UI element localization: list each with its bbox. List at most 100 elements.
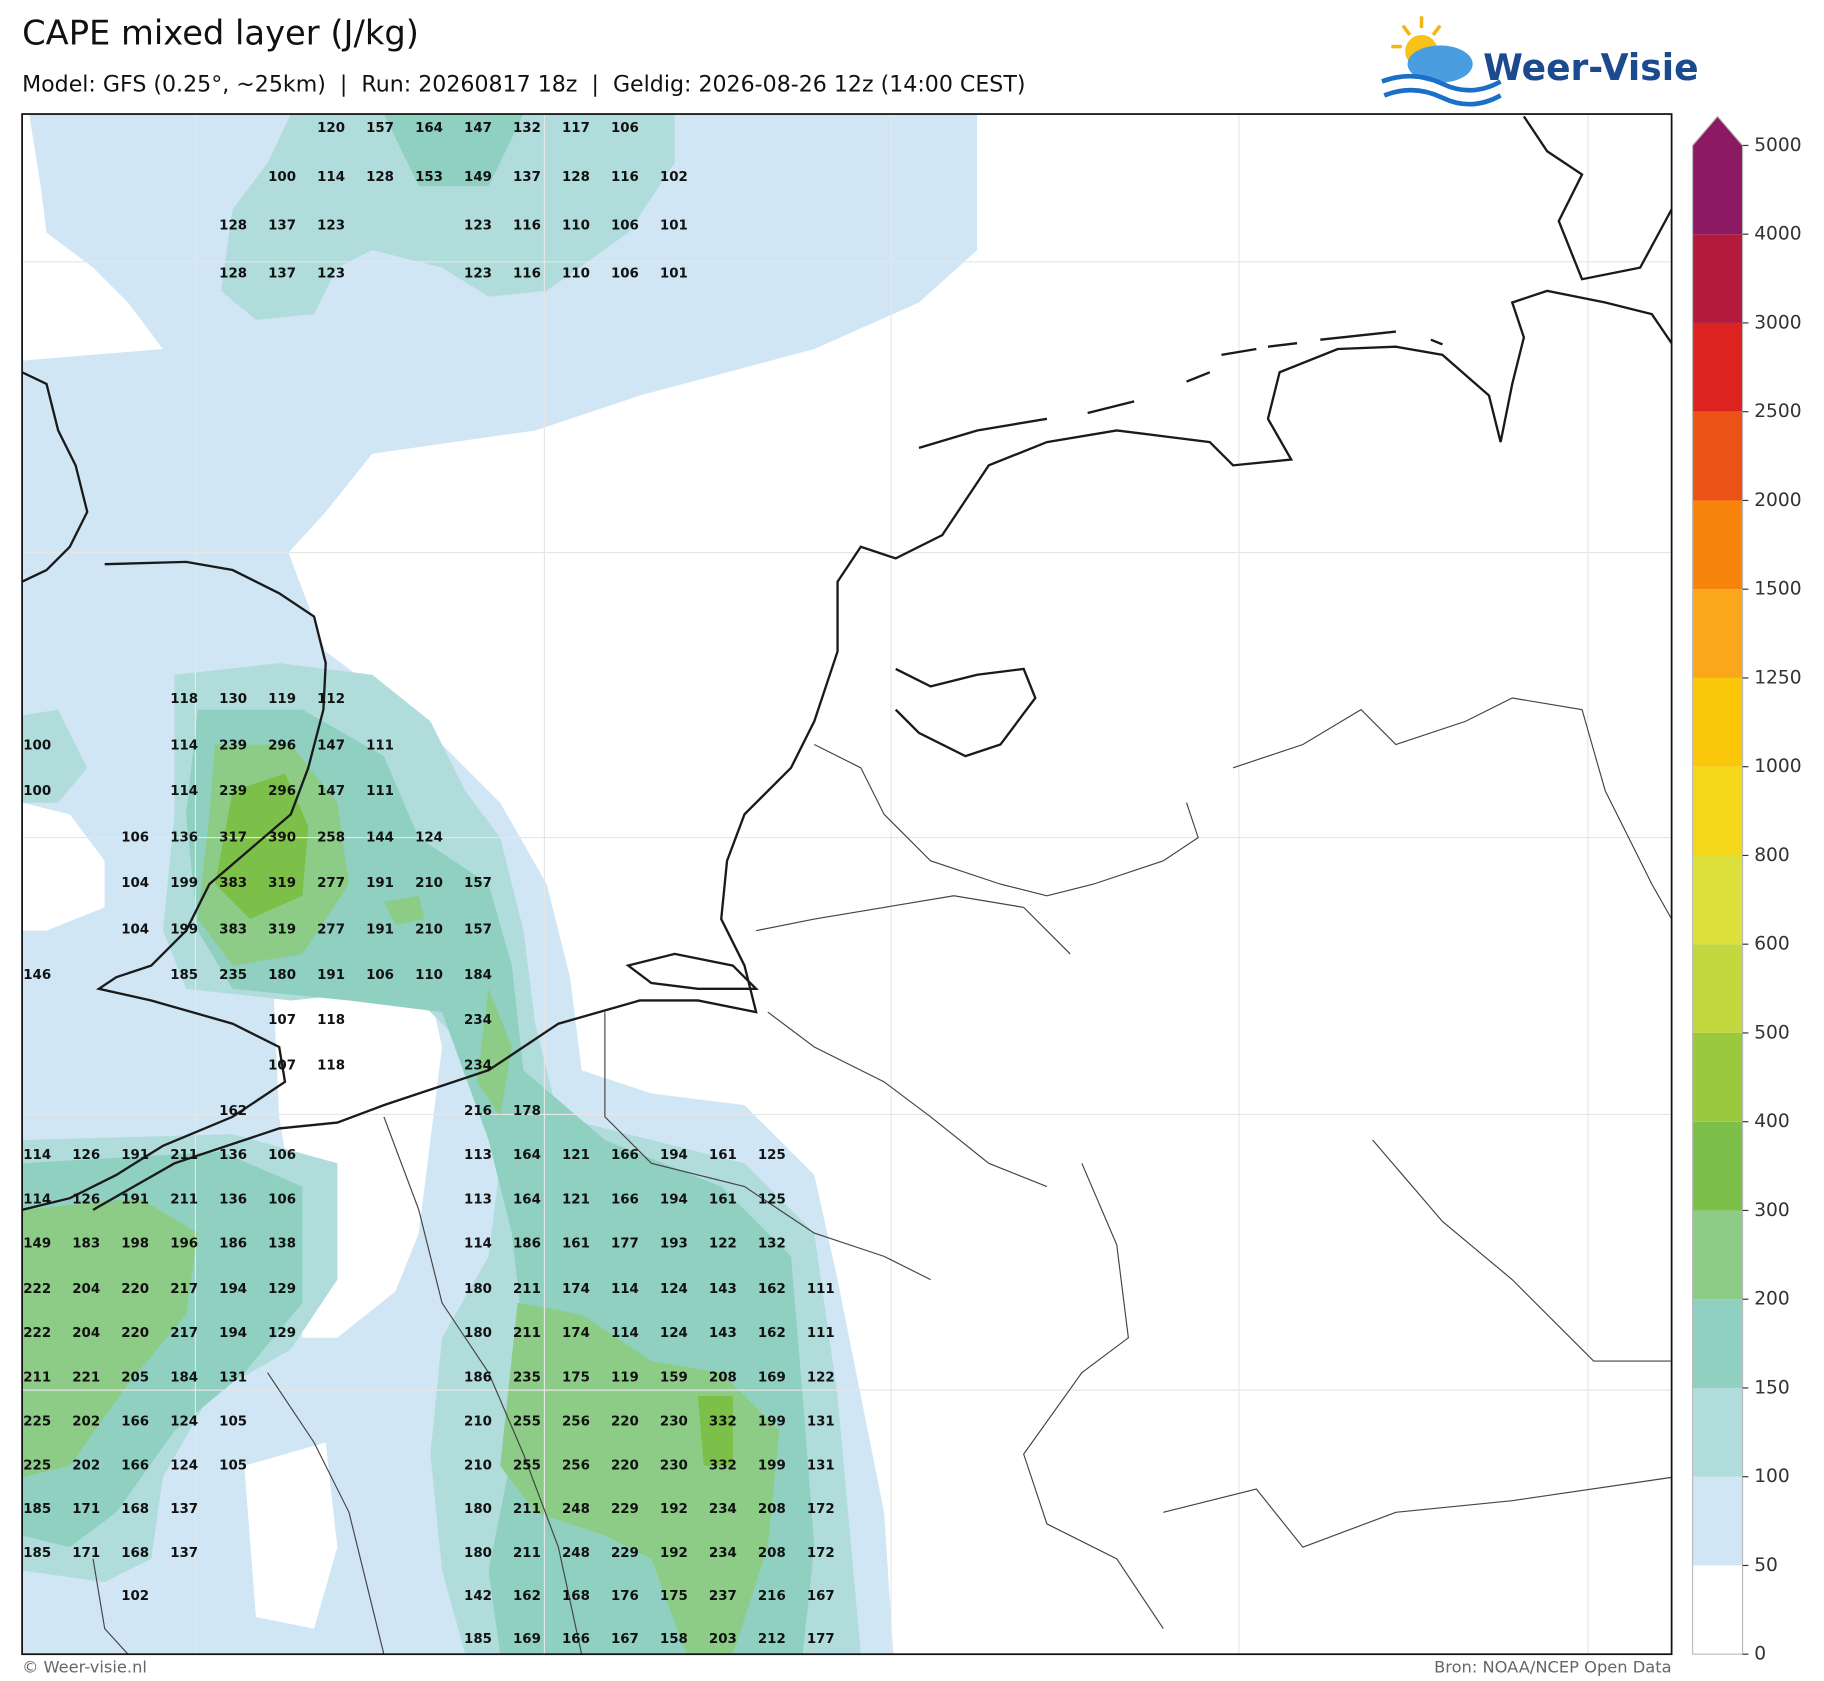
grid-value: 332 <box>709 1415 737 1430</box>
grid-value: 216 <box>464 1104 492 1119</box>
grid-value: 129 <box>268 1326 296 1341</box>
colorbar-frame <box>1691 115 1744 1655</box>
grid-value: 158 <box>660 1632 688 1647</box>
grid-value: 162 <box>513 1589 541 1604</box>
grid-value: 111 <box>366 784 394 799</box>
colorbar-segment <box>1692 1210 1743 1300</box>
colorbar-segment <box>1692 855 1743 945</box>
grid-value: 166 <box>121 1459 149 1474</box>
grid-value: 220 <box>611 1415 639 1430</box>
grid-value: 234 <box>709 1546 737 1561</box>
grid-value: 106 <box>268 1148 296 1163</box>
grid-value: 146 <box>23 968 51 983</box>
grid-value: 319 <box>268 876 296 891</box>
grid-value: 220 <box>611 1459 639 1474</box>
grid-value: 114 <box>317 170 345 185</box>
grid-value: 118 <box>317 1059 345 1074</box>
grid-value: 191 <box>121 1192 149 1207</box>
grid-value: 114 <box>464 1237 492 1252</box>
title: CAPE mixed layer (J/kg) <box>22 13 419 52</box>
grid-value: 107 <box>268 1013 296 1028</box>
grid-value: 162 <box>758 1282 786 1297</box>
grid-value: 216 <box>758 1589 786 1604</box>
grid-value: 128 <box>562 170 590 185</box>
grid-value: 208 <box>709 1370 737 1385</box>
grid-value: 199 <box>170 922 198 937</box>
grid-value: 113 <box>464 1192 492 1207</box>
grid-value: 164 <box>513 1148 541 1163</box>
grid-value: 114 <box>23 1192 51 1207</box>
grid-value: 123 <box>464 266 492 281</box>
colorbar-tick-label: 2000 <box>1754 490 1801 511</box>
grid-value: 202 <box>72 1459 100 1474</box>
grid-value: 186 <box>464 1370 492 1385</box>
colorbar-segment <box>1692 1121 1743 1211</box>
colorbar-tick-label: 2500 <box>1754 401 1801 422</box>
grid-value: 137 <box>268 219 296 234</box>
grid-value: 193 <box>660 1237 688 1252</box>
grid-value: 166 <box>562 1632 590 1647</box>
grid-value: 208 <box>758 1502 786 1517</box>
footer-left: © Weer-visie.nl <box>22 1658 147 1677</box>
grid-value: 101 <box>660 266 688 281</box>
grid-value: 166 <box>611 1192 639 1207</box>
grid-value: 234 <box>464 1013 492 1028</box>
grid-value: 211 <box>513 1502 541 1517</box>
grid-value: 185 <box>170 968 198 983</box>
grid-value: 230 <box>660 1459 688 1474</box>
grid-value: 123 <box>317 219 345 234</box>
grid-value: 234 <box>464 1059 492 1074</box>
grid-value: 191 <box>121 1148 149 1163</box>
grid-value: 168 <box>121 1546 149 1561</box>
colorbar-segment <box>1692 766 1743 856</box>
grid-value: 217 <box>170 1282 198 1297</box>
grid-value: 142 <box>464 1589 492 1604</box>
grid-value: 131 <box>219 1370 247 1385</box>
grid-value: 166 <box>611 1148 639 1163</box>
grid-value: 106 <box>268 1192 296 1207</box>
grid-value: 210 <box>415 876 443 891</box>
colorbar-tick-label: 1500 <box>1754 579 1801 600</box>
grid-value: 123 <box>464 219 492 234</box>
grid-value: 124 <box>660 1282 688 1297</box>
grid-value: 147 <box>464 121 492 136</box>
grid-value: 169 <box>513 1632 541 1647</box>
grid-value: 106 <box>121 831 149 846</box>
logo: Weer-Visie <box>1381 16 1699 107</box>
grid-value: 192 <box>660 1546 688 1561</box>
colorbar-tick-label: 800 <box>1754 845 1790 866</box>
colorbar-tick-label: 500 <box>1754 1022 1790 1043</box>
grid-value: 114 <box>23 1148 51 1163</box>
grid-value: 118 <box>170 692 198 707</box>
colorbar-tick-label: 600 <box>1754 934 1790 955</box>
grid-value: 122 <box>807 1370 835 1385</box>
map-frame <box>21 113 1673 1656</box>
grid-value: 225 <box>23 1459 51 1474</box>
colorbar-segment <box>1692 1299 1743 1388</box>
colorbar: 0 50 100 150 200 300 400 500 600 800 1000 1250 1500 2… <box>1691 115 1802 1665</box>
grid-value: 107 <box>268 1059 296 1074</box>
colorbar-segment <box>1692 1032 1743 1122</box>
grid-value: 199 <box>170 876 198 891</box>
grid-value: 128 <box>366 170 394 185</box>
grid-value: 220 <box>121 1326 149 1341</box>
grid-value: 116 <box>611 170 639 185</box>
grid-value: 100 <box>23 739 51 754</box>
grid-value: 168 <box>121 1502 149 1517</box>
grid-value: 136 <box>219 1148 247 1163</box>
grid-value: 143 <box>709 1326 737 1341</box>
colorbar-tick-label: 1250 <box>1754 667 1801 688</box>
grid-value: 100 <box>23 784 51 799</box>
grid-value: 175 <box>562 1370 590 1385</box>
grid-value: 180 <box>464 1502 492 1517</box>
grid-value: 185 <box>464 1632 492 1647</box>
colorbar-segment <box>1692 145 1743 235</box>
grid-value: 104 <box>121 876 149 891</box>
grid-value: 191 <box>366 922 394 937</box>
colorbar-tick-label: 0 <box>1754 1644 1766 1665</box>
colorbar-tick-label: 4000 <box>1754 224 1801 245</box>
grid-value: 239 <box>219 739 247 754</box>
grid-value: 177 <box>611 1237 639 1252</box>
colorbar-tick-label: 100 <box>1754 1466 1790 1487</box>
grid-value: 172 <box>807 1502 835 1517</box>
